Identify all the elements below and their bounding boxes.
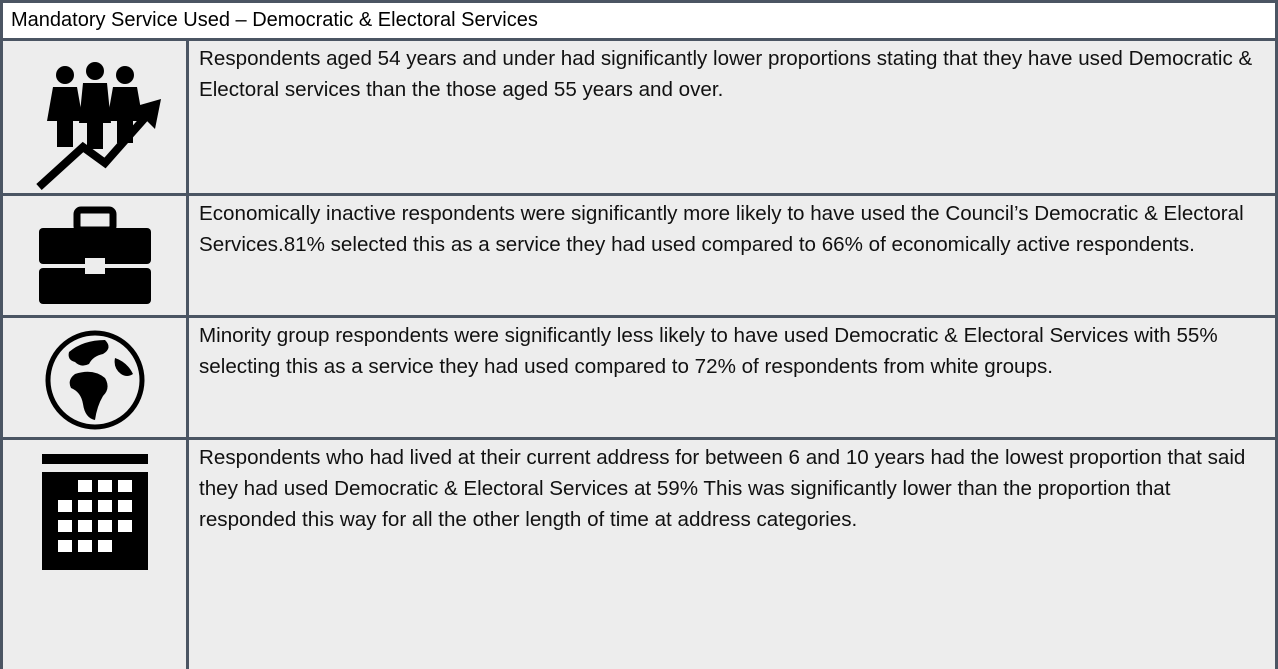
finding-row: Respondents who had lived at their curre… — [3, 440, 1275, 669]
finding-text: Economically inactive respondents were s… — [199, 202, 1244, 256]
finding-text: Respondents who had lived at their curre… — [199, 446, 1246, 531]
finding-text: Minority group respondents were signific… — [199, 324, 1218, 378]
calendar-icon — [41, 454, 148, 570]
finding-row: Minority group respondents were signific… — [3, 318, 1275, 440]
icon-cell — [3, 196, 189, 315]
briefcase-icon — [38, 206, 151, 304]
finding-text: Respondents aged 54 years and under had … — [199, 47, 1253, 101]
icon-cell — [3, 440, 189, 669]
icon-cell — [3, 318, 189, 437]
finding-row: Economically inactive respondents were s… — [3, 196, 1275, 318]
icon-cell — [3, 41, 189, 193]
table-title: Mandatory Service Used – Democratic & El… — [3, 3, 1275, 41]
age-icon — [35, 62, 161, 190]
finding-row: Respondents aged 54 years and under had … — [3, 41, 1275, 196]
globe-icon — [45, 330, 144, 430]
